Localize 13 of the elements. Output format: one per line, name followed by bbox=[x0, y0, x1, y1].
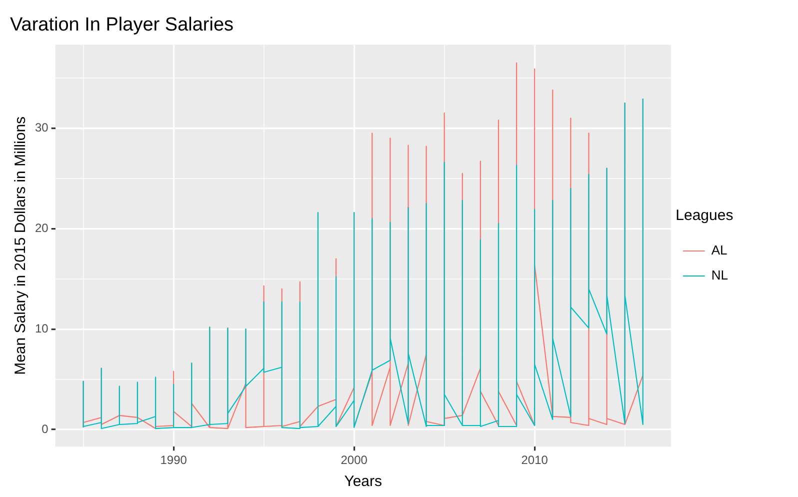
x-tick-label: 1990 bbox=[160, 453, 188, 468]
legend-label: AL bbox=[711, 242, 728, 258]
y-tick-label: 20 bbox=[34, 220, 49, 235]
x-axis-title: Years bbox=[344, 473, 382, 490]
chart-title: Varation In Player Salaries bbox=[10, 14, 234, 36]
legend-label: NL bbox=[711, 268, 728, 283]
y-tick-label: 10 bbox=[34, 321, 49, 336]
y-axis-title: Mean Salary in 2015 Dollars in Millions bbox=[12, 116, 30, 375]
x-tick-label: 2010 bbox=[521, 453, 548, 468]
y-tick-label: 0 bbox=[42, 422, 49, 436]
legend-title: Leagues bbox=[676, 207, 734, 224]
y-tick-label: 30 bbox=[34, 120, 49, 134]
x-tick-label: 2000 bbox=[340, 453, 368, 468]
